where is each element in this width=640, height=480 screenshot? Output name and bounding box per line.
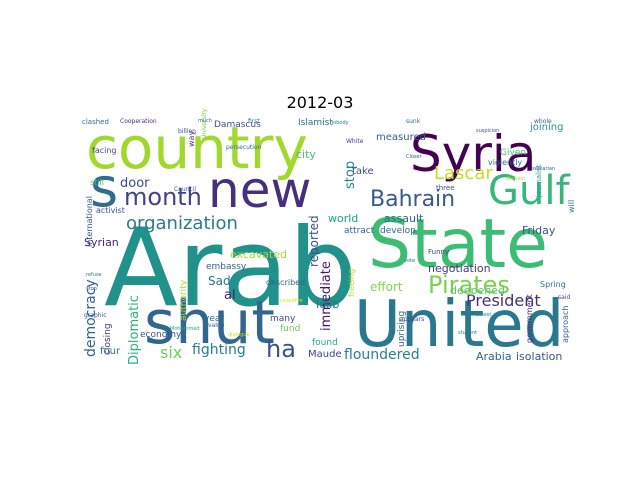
word-division: division xyxy=(506,176,526,182)
word-islamist: Islamist xyxy=(298,118,333,128)
word-four: four xyxy=(100,346,121,357)
word-whole: whole xyxy=(534,118,552,125)
word-still: still xyxy=(90,178,104,187)
word-government: government xyxy=(525,294,534,343)
word-world: world xyxy=(328,212,359,225)
word-international: international xyxy=(85,196,94,247)
word-economy: economy xyxy=(140,330,182,340)
word-clashed: clashed xyxy=(82,118,109,126)
word-student: student xyxy=(458,330,478,336)
word-gulf: Gulf xyxy=(488,168,570,214)
word-excavated: excavated xyxy=(230,248,287,261)
word-many: many xyxy=(270,314,296,324)
word-authority: authority xyxy=(179,279,189,321)
word-effort: effort xyxy=(370,280,403,294)
word-arab: Arab xyxy=(104,206,358,331)
word-three: three xyxy=(436,184,455,192)
word-new: new xyxy=(208,161,312,219)
word-violently: violently xyxy=(488,158,523,167)
word-suspicion: suspicion xyxy=(476,128,500,134)
word-value: value xyxy=(208,322,225,329)
word-first: first xyxy=(248,118,260,125)
word-year: year xyxy=(204,314,225,324)
word-syrian: Syrian xyxy=(84,236,119,249)
word-sweet: Sweet xyxy=(476,312,492,318)
word-appears: appears xyxy=(400,316,425,323)
word-united: United xyxy=(354,288,565,362)
word-take: take xyxy=(352,166,374,177)
word-much: much xyxy=(198,118,212,124)
word-joining: joining xyxy=(530,122,564,133)
word-activist: activist xyxy=(96,206,125,215)
word-nobody: nobody xyxy=(330,120,349,126)
word-arabia: Arabia xyxy=(476,350,512,363)
word-dialogue: dialogue xyxy=(228,332,250,338)
word-cloud: Arab State United country shut Syria new… xyxy=(80,109,576,365)
word-council: Council xyxy=(174,186,197,193)
word-friday: Friday xyxy=(522,224,556,237)
word-negotiation: negotiation xyxy=(428,262,491,275)
word-sad: Sad xyxy=(208,274,231,288)
word-cooperation: Cooperation xyxy=(120,118,157,125)
word-given: Given xyxy=(500,148,527,158)
word-white: White xyxy=(346,138,364,145)
word-shut: shut xyxy=(144,288,275,358)
word-country: country xyxy=(86,114,308,182)
word-isolation: isolation xyxy=(516,350,563,363)
word-develop: develop xyxy=(380,226,416,236)
word-immediate: immediate xyxy=(319,261,334,331)
word-sunk: sunk xyxy=(406,118,421,125)
word-will: will xyxy=(567,199,576,213)
word-maude: Maude xyxy=(308,349,342,360)
word-funny: Funny xyxy=(428,248,450,256)
word-state: State xyxy=(368,205,548,284)
word-al: al xyxy=(224,288,236,303)
word-s: s xyxy=(90,156,119,219)
word-facing: facing xyxy=(92,146,117,155)
word-month: month xyxy=(124,183,202,211)
word-lascar: Lascar xyxy=(434,163,493,184)
word-fighting: fighting xyxy=(192,342,246,358)
word-organization: organization xyxy=(126,213,238,234)
word-stop-small: stop xyxy=(86,286,97,292)
word-mohammed: Mohammed xyxy=(170,326,200,332)
word-vote: vote xyxy=(404,258,416,264)
word-deepened: deepened xyxy=(450,284,505,297)
word-embassy: embassy xyxy=(206,262,247,272)
word-syria: Syria xyxy=(410,125,537,183)
word-door: door xyxy=(120,176,150,191)
word-president: President xyxy=(466,291,541,310)
word-bahrain: Bahrain xyxy=(370,187,456,212)
word-spring: Spring xyxy=(540,280,566,289)
word-damascus: Damascus xyxy=(214,120,261,130)
word-assault: assault xyxy=(384,212,424,225)
word-found: found xyxy=(312,338,338,348)
word-idlib: Idlib xyxy=(316,298,340,311)
word-freeing: freeing xyxy=(347,268,356,297)
word-six: six xyxy=(160,343,183,362)
word-graphic: graphic xyxy=(84,312,107,319)
word-ha: ha xyxy=(266,335,296,363)
chart-title: 2012-03 xyxy=(286,93,354,112)
word-sectarian: sectarian xyxy=(532,166,556,172)
word-reported: reported xyxy=(307,215,321,267)
word-pirates: Pirates xyxy=(428,271,510,299)
word-approach: approach xyxy=(561,305,570,343)
word-fund: fund xyxy=(280,324,301,334)
word-described: described xyxy=(266,278,306,287)
word-attract: attract xyxy=(344,226,375,236)
word-closer: Closer xyxy=(406,154,422,160)
word-floundered: floundered xyxy=(344,347,420,363)
word-city: city xyxy=(296,148,316,161)
word-billion: billion xyxy=(178,128,196,135)
word-refuse: refuse xyxy=(86,272,102,278)
word-said: said xyxy=(558,294,571,301)
word-measured: measured xyxy=(376,132,426,143)
word-ceasefire: ceasefire xyxy=(280,298,303,304)
word-persecution: persecution xyxy=(226,144,262,151)
